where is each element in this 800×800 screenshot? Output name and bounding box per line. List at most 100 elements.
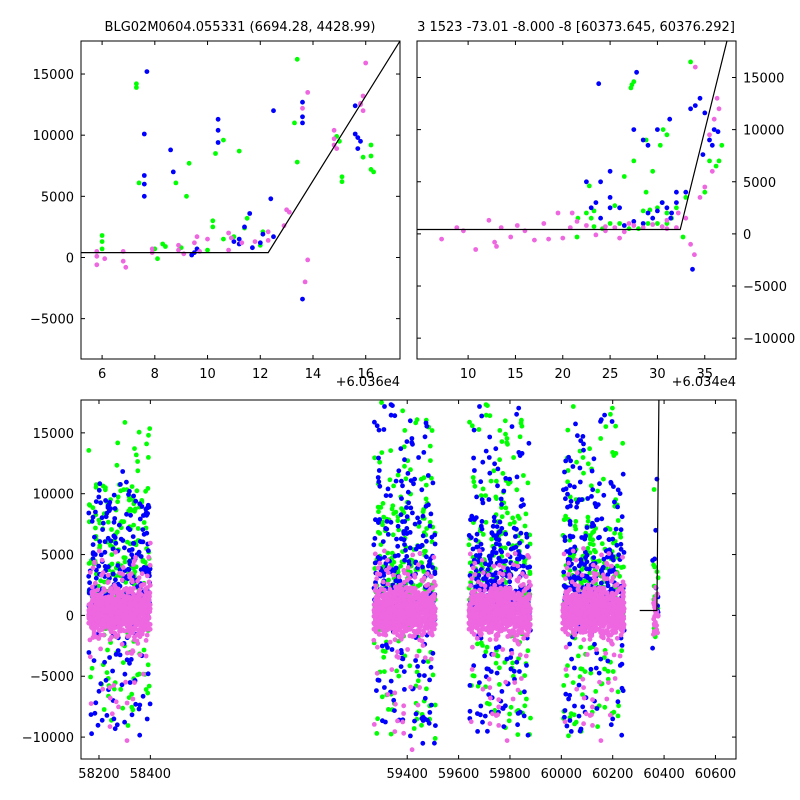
data-point-blue [391, 697, 397, 703]
data-point-blue [395, 553, 401, 558]
data-point-green [503, 505, 509, 511]
panel-full-lightcurve: 58200 58400 59400 59600 59800 60000 60200 60400… [22, 399, 737, 782]
data-point-violet [508, 234, 514, 240]
data-point-violet [402, 570, 407, 576]
data-point-blue [505, 566, 510, 572]
data-point-blue [127, 660, 132, 666]
data-point-blue [492, 461, 497, 467]
data-point-green [399, 506, 404, 511]
data-point-violet [470, 600, 476, 606]
data-point-green [145, 486, 151, 491]
data-point-violet [120, 597, 126, 603]
data-point-blue [697, 95, 703, 101]
data-point-violet [659, 224, 665, 230]
data-point-violet [98, 599, 103, 605]
data-point-blue [110, 668, 115, 674]
data-point-violet [494, 594, 500, 599]
data-point-blue [473, 537, 479, 543]
data-point-green [390, 532, 396, 538]
data-point-blue [711, 127, 717, 132]
data-point-violet [516, 590, 521, 596]
data-point-violet [504, 738, 510, 743]
data-point-blue [100, 527, 105, 532]
data-point-violet [420, 597, 426, 602]
data-point-green [99, 233, 105, 238]
data-point-green [471, 479, 477, 485]
data-point-blue [382, 404, 387, 409]
data-point-violet [480, 570, 486, 576]
data-point-green [719, 142, 725, 148]
data-point-violet [98, 632, 104, 638]
data-point-violet [650, 222, 656, 227]
data-point-blue [427, 523, 433, 529]
model-curve [417, 41, 728, 231]
data-point-violet [697, 195, 703, 200]
data-point-blue [424, 554, 429, 560]
data-point-violet [137, 587, 143, 593]
data-point-blue [385, 645, 390, 650]
data-point-violet [603, 224, 608, 230]
data-point-blue [478, 712, 483, 718]
data-point-blue [416, 672, 422, 678]
data-point-green [483, 493, 488, 498]
data-point-violet [95, 605, 100, 611]
data-point-violet [415, 630, 421, 635]
data-point-green [126, 695, 132, 700]
data-point-violet [518, 583, 524, 588]
data-point-blue [390, 567, 396, 572]
data-point-green [467, 419, 472, 425]
data-point-violet [488, 625, 494, 631]
data-point-violet [395, 718, 400, 724]
data-point-violet [702, 184, 708, 190]
data-point-violet [401, 617, 406, 623]
data-point-green [391, 559, 397, 565]
data-point-violet [387, 620, 392, 626]
data-point-green [587, 446, 592, 452]
data-point-blue [493, 446, 499, 452]
data-point-green [372, 455, 377, 461]
data-point-blue [485, 728, 490, 734]
data-point-blue [433, 723, 438, 728]
y-tick-label: 0 [743, 228, 751, 243]
data-point-green [86, 448, 92, 453]
data-point-green [519, 423, 525, 429]
data-point-violet [114, 611, 119, 616]
panel-right-frame [416, 40, 737, 360]
data-point-blue [97, 481, 103, 487]
data-point-green [525, 480, 531, 486]
data-point-green [602, 655, 607, 660]
data-point-violet [405, 565, 411, 570]
data-point-green [115, 440, 121, 446]
data-point-green [584, 210, 589, 216]
data-point-violet [115, 595, 121, 600]
data-point-blue [432, 541, 438, 547]
data-point-green [131, 522, 137, 528]
data-point-violet [631, 223, 637, 228]
data-point-violet [130, 630, 136, 635]
data-point-blue [425, 473, 431, 478]
data-point-green [585, 545, 591, 551]
data-point-blue [401, 530, 407, 535]
data-point-blue [645, 210, 651, 216]
panel-right-model [417, 41, 728, 231]
data-point-green [590, 537, 596, 543]
data-point-blue [400, 483, 405, 489]
data-point-violet [381, 607, 386, 612]
data-point-blue [383, 719, 388, 725]
data-point-violet [371, 722, 377, 727]
data-point-violet [87, 637, 93, 643]
data-point-violet [393, 625, 399, 631]
data-point-violet [416, 615, 421, 621]
data-point-green [388, 448, 394, 453]
data-point-blue [404, 505, 409, 510]
x-tick-label: 12 [252, 367, 269, 382]
data-point-green [135, 459, 141, 464]
data-point-blue [659, 200, 665, 206]
data-point-violet [512, 596, 517, 602]
data-point-green [221, 137, 226, 143]
data-point-blue [516, 405, 522, 411]
data-point-violet [474, 597, 479, 603]
data-point-green [702, 189, 708, 195]
data-point-violet [374, 670, 380, 676]
data-point-violet [95, 619, 101, 625]
